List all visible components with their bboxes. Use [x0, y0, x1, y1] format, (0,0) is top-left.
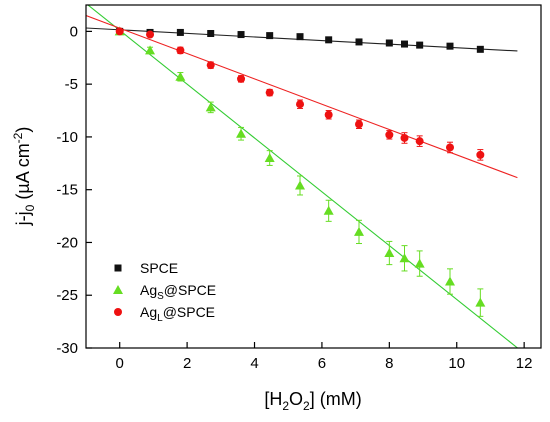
x-tick-label: 8: [385, 355, 393, 372]
data-point: [476, 150, 485, 159]
legend-marker: [113, 285, 123, 294]
axis-ticks: 0 2 4 6 8 10 12 0 -5 -10 -15 -20 -25 -30: [56, 23, 532, 372]
x-tick-label: 0: [116, 355, 124, 372]
data-point: [323, 205, 334, 215]
y-axis-title: j-j0 (µA cm-2): [11, 127, 37, 227]
y-tick-label: -10: [56, 129, 78, 146]
data-point: [176, 46, 185, 55]
data-point: [416, 41, 424, 49]
data-point: [385, 39, 393, 47]
data-point: [399, 253, 410, 263]
data-point: [207, 29, 215, 37]
data-point: [296, 100, 305, 109]
data-point: [445, 276, 455, 286]
data-point: [446, 42, 454, 50]
data-point: [415, 137, 424, 146]
legend-marker: [114, 308, 122, 316]
legend-label: AgS@SPCE: [140, 282, 216, 302]
legend-label: AgL@SPCE: [140, 304, 215, 324]
y-tick-label: -15: [56, 182, 78, 199]
data-point: [145, 45, 156, 55]
legend-label: SPCE: [140, 260, 178, 276]
data-point: [476, 45, 484, 53]
data-point: [237, 74, 246, 83]
data-point: [414, 258, 425, 268]
x-tick-label: 12: [516, 355, 533, 372]
data-point: [176, 28, 184, 36]
data-point: [146, 30, 155, 39]
data-point: [355, 38, 363, 46]
data-point: [205, 102, 216, 112]
x-tick-label: 6: [318, 355, 326, 372]
data-point: [446, 143, 454, 152]
y-tick-label: 0: [70, 23, 78, 40]
data-point: [206, 61, 215, 70]
fit-line-series-2: [86, 15, 518, 179]
data-point: [296, 33, 304, 41]
plot-frame: [85, 4, 542, 349]
x-tick-label: 10: [448, 355, 465, 372]
x-tick-label: 2: [183, 355, 191, 372]
data-point: [175, 71, 186, 81]
data-point: [354, 226, 364, 236]
data-point: [237, 31, 245, 39]
data-point: [264, 153, 275, 163]
data-point: [324, 110, 333, 119]
data-point: [401, 40, 408, 48]
data-point: [400, 133, 409, 142]
data-points: [114, 26, 486, 307]
data-point: [355, 120, 363, 129]
x-tick-label: 4: [250, 355, 258, 372]
legend-marker: [114, 264, 122, 272]
data-point: [385, 130, 394, 139]
y-tick-label: -5: [65, 76, 78, 93]
y-tick-label: -20: [56, 234, 78, 251]
y-tick-label: -30: [56, 340, 78, 357]
data-point: [115, 27, 124, 36]
y-tick-label: -25: [56, 287, 78, 304]
data-point: [265, 88, 274, 97]
data-point: [325, 36, 333, 44]
data-point: [475, 297, 486, 307]
data-point: [266, 32, 274, 40]
data-point: [295, 180, 306, 190]
data-point: [236, 128, 247, 138]
x-axis-title: [H2O2] (mM): [264, 389, 361, 413]
data-point: [384, 248, 395, 258]
